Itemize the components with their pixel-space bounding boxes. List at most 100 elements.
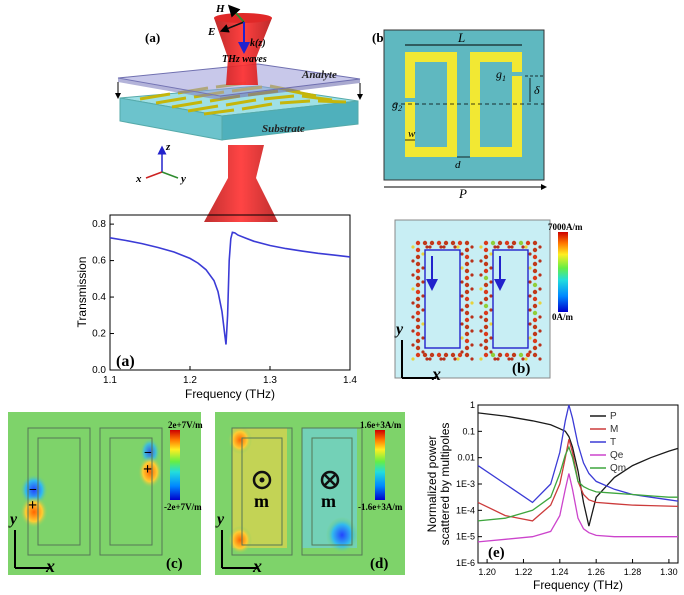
current-scale-min: 0A/m xyxy=(552,312,574,322)
current-arrow-mark xyxy=(528,336,532,340)
current-arrow-mark xyxy=(415,282,421,288)
cross-symbol xyxy=(320,470,340,490)
current-arrow-mark xyxy=(489,308,493,312)
current-arrow-mark xyxy=(422,240,428,246)
current-arrow-mark xyxy=(415,338,421,344)
current-arrow-mark xyxy=(464,289,470,295)
transmission-xtick-label: 1.2 xyxy=(183,375,197,386)
current-arrow-mark xyxy=(415,317,421,323)
current-arrow-mark xyxy=(464,310,470,316)
w-label: w xyxy=(408,128,416,140)
current-arrow-mark xyxy=(489,294,493,298)
current-arrow-mark xyxy=(479,357,483,361)
efield-hot-spot-right xyxy=(138,456,162,488)
current-arrow-mark xyxy=(489,280,493,284)
current-arrow-mark xyxy=(421,322,425,326)
current-arrow-mark xyxy=(518,240,524,246)
hfield-hot-corner-bottom xyxy=(228,526,252,554)
current-arrow-mark xyxy=(479,287,483,291)
current-arrow-mark xyxy=(483,275,489,281)
axis-x-label: x xyxy=(135,173,142,185)
current-arrow-mark xyxy=(460,336,464,340)
current-arrow-mark xyxy=(504,352,510,358)
current-arrow-mark xyxy=(528,266,532,270)
current-arrow-mark xyxy=(464,352,470,358)
current-arrow-mark xyxy=(479,301,483,305)
multipole-series-p-line xyxy=(477,412,679,527)
d-label: d xyxy=(455,159,461,171)
substrate: Substrate xyxy=(119,81,359,141)
current-arrow-mark xyxy=(457,352,463,358)
current-arrow-mark xyxy=(421,336,425,340)
multipole-ytick-label: 0.1 xyxy=(462,426,475,436)
current-arrow-mark xyxy=(464,247,470,253)
current-arrow-mark xyxy=(421,294,425,298)
multipole-ytick-label: 1E-5 xyxy=(456,532,475,542)
current-arrow-mark xyxy=(470,259,474,263)
current-arrow-mark xyxy=(421,280,425,284)
current-arrow-mark xyxy=(460,252,464,256)
transmission-xtick-label: 1.1 xyxy=(103,375,117,386)
legend-label-p: P xyxy=(610,411,617,422)
multipole-xtick-label: 1.28 xyxy=(624,567,642,577)
current-arrow-mark xyxy=(464,254,470,260)
efield-hot-spot-left xyxy=(20,496,48,528)
hfield-colorbar xyxy=(375,430,385,500)
current-arrow-mark xyxy=(538,273,542,277)
current-arrow-mark xyxy=(483,324,489,330)
dot-symbol xyxy=(252,470,272,490)
hfield-scale-max: 1.6e+3A/m xyxy=(360,420,402,430)
current-arrow-mark xyxy=(425,357,429,361)
right-resonator xyxy=(470,52,522,157)
efield-left-resonator-outline xyxy=(27,427,91,556)
current-arrow-mark xyxy=(479,259,483,263)
multipole-xtick-label: 1.24 xyxy=(551,567,569,577)
transmission-ylabel: Transmission xyxy=(75,257,89,328)
current-arrow-mark xyxy=(470,329,474,333)
current-arrow-mark xyxy=(489,322,493,326)
current-arrow-mark xyxy=(421,350,425,354)
efield-axis-x: x xyxy=(45,556,55,576)
hfield-axis-x: x xyxy=(252,556,262,576)
current-arrow-mark xyxy=(532,338,538,344)
current-arrow-mark xyxy=(532,352,538,358)
current-arrow-mark xyxy=(532,289,538,295)
current-arrow-mark xyxy=(464,240,470,246)
efield-colorbar xyxy=(170,430,180,500)
axis-y-label: y xyxy=(179,173,186,185)
transmission-panel-label: (a) xyxy=(116,353,135,370)
current-arrow-mark xyxy=(538,357,542,361)
current-arrow-mark xyxy=(421,252,425,256)
transmitted-beam xyxy=(204,145,278,222)
current-arrow-mark xyxy=(415,254,421,260)
current-arrow-mark xyxy=(538,287,542,291)
current-arrow-mark xyxy=(464,331,470,337)
multipole-panel-label: (e) xyxy=(488,545,505,561)
current-arrow-mark xyxy=(497,352,503,358)
e-field-arrow xyxy=(219,21,245,33)
current-scale-max: 7000A/m xyxy=(548,222,583,232)
g1-label: g1 xyxy=(496,67,506,83)
current-arrow-mark xyxy=(489,336,493,340)
current-arrow-mark xyxy=(489,350,493,354)
efield-scale-max: 2e+7V/m xyxy=(168,420,203,430)
current-arrow-mark xyxy=(411,315,415,319)
substrate-label: Substrate xyxy=(262,123,305,135)
current-arrow-mark xyxy=(524,357,528,361)
current-arrow-mark xyxy=(411,287,415,291)
current-arrow-mark xyxy=(528,322,532,326)
transmission-xtick-label: 1.3 xyxy=(263,375,277,386)
multipole-ylabel-line2: scattered by multipoles xyxy=(438,423,452,546)
hfield-hot-corner-top xyxy=(228,426,252,454)
current-arrow-mark xyxy=(504,240,510,246)
current-arrow-mark xyxy=(532,240,538,246)
multipole-ytick-label: 0.01 xyxy=(457,453,475,463)
multipole-xlabel: Frequency (THz) xyxy=(533,578,623,592)
transmission-plot-frame xyxy=(109,214,351,371)
current-arrow-mark xyxy=(470,301,474,305)
current-arrow-mark xyxy=(415,268,421,274)
current-arrow-mark xyxy=(510,357,514,361)
legend-label-t: T xyxy=(610,437,616,448)
hfield-panel-label: (d) xyxy=(370,556,388,572)
